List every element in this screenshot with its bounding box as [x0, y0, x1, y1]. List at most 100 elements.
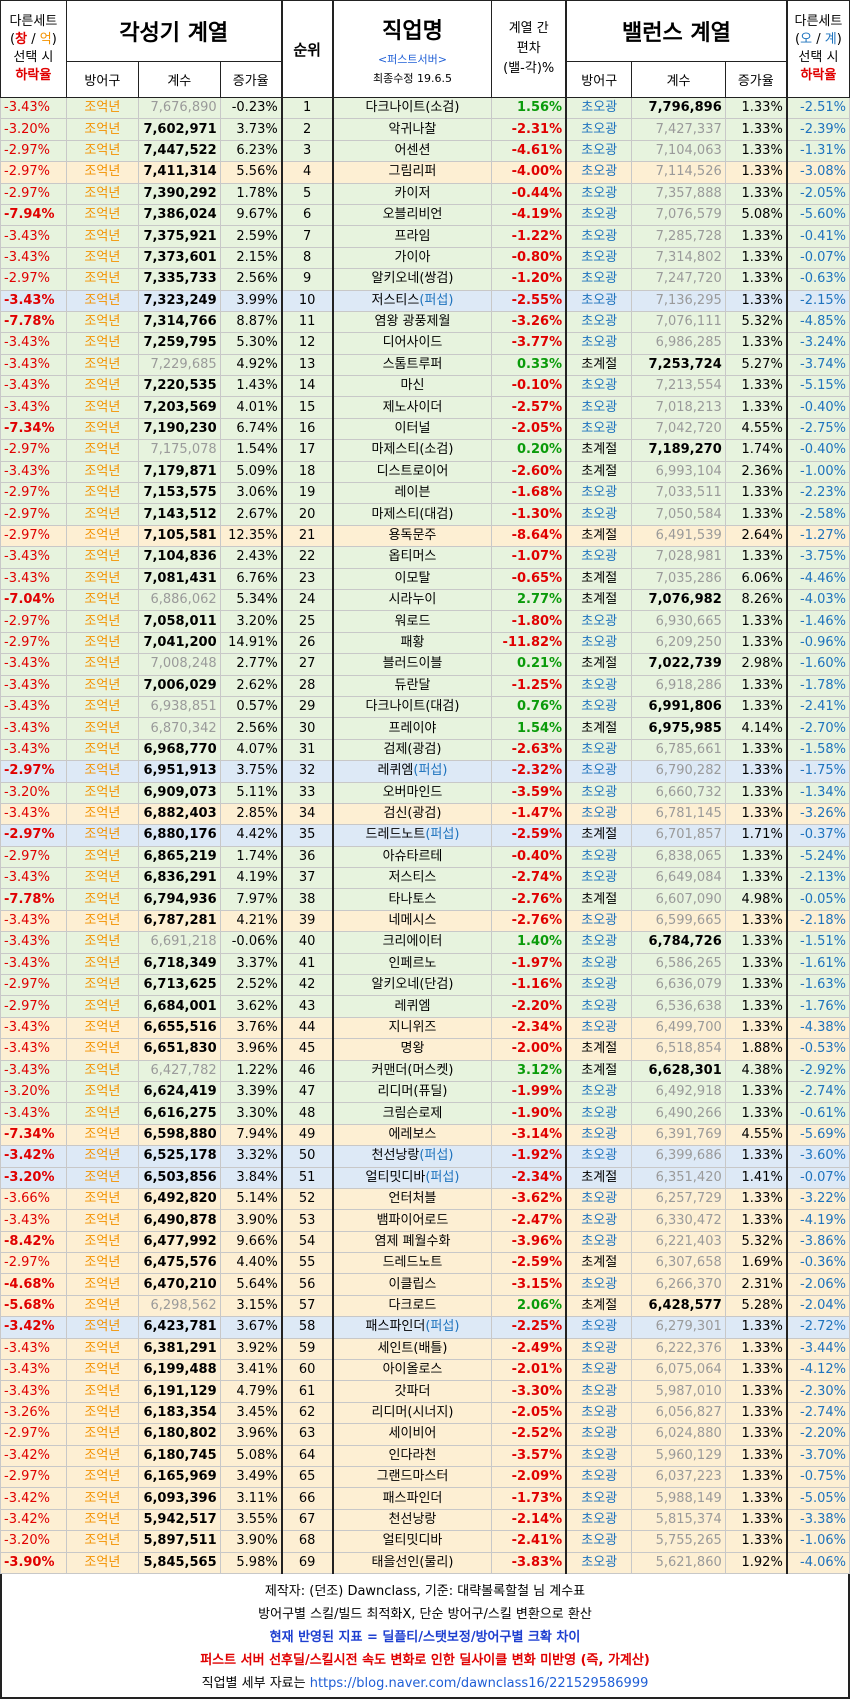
awaken-drop-rate: -3.43% [0, 460, 67, 484]
job-name: 어센션 [332, 139, 493, 163]
balance-drop-rate: -1.76% [785, 995, 850, 1018]
table-row: -3.42% 조억년 6,525,178 3.32% 50 천선낭랑(퍼섭) -1.92% 초… [0, 1145, 850, 1168]
job-name: 옵티머스 [332, 546, 493, 569]
balance-drop-rate: -3.26% [785, 802, 850, 826]
awaken-drop-rate: -3.43% [0, 567, 67, 590]
deviation: -3.77% [491, 332, 568, 355]
balance-drop-rate: -1.27% [785, 524, 850, 548]
balance-drop-rate: -1.78% [785, 674, 850, 697]
awaken-rate: 5.11% [219, 781, 283, 804]
rank-number: 17 [280, 439, 334, 462]
awaken-coef: 6,836,291 [137, 867, 221, 890]
deviation: -1.30% [491, 503, 568, 526]
awaken-rate: 3.39% [219, 1080, 283, 1104]
awaken-armor: 조억년 [65, 268, 139, 291]
job-name: 저스티스 [332, 867, 493, 890]
awaken-coef: 7,375,921 [137, 225, 221, 248]
table-row: -3.26% 조억년 6,183,354 3.45% 62 리디머(시너지) -2.05% 초… [0, 1401, 850, 1425]
blog-link[interactable]: https://blog.naver.com/dawnclass16/22152… [309, 1675, 649, 1691]
awaken-rate: 5.08% [219, 1444, 283, 1468]
balance-armor: 초오광 [565, 781, 633, 804]
balance-drop-rate: -1.61% [785, 952, 850, 976]
awaken-coef: 6,298,562 [137, 1294, 221, 1318]
deviation: -0.10% [491, 375, 568, 398]
awaken-rate: 3.06% [219, 482, 283, 505]
balance-rate: 1.33% [724, 332, 788, 355]
rank-number: 40 [280, 931, 334, 954]
awaken-armor: 조억년 [65, 1359, 139, 1382]
awaken-rate: 5.98% [219, 1551, 283, 1574]
job-name: 인다라천 [332, 1444, 493, 1468]
deviation: -3.14% [491, 1123, 568, 1147]
rank-number: 22 [280, 546, 334, 569]
awaken-armor: 조억년 [65, 952, 139, 976]
job-name: 세인트(배틀) [332, 1337, 493, 1361]
awaken-armor: 조억년 [65, 546, 139, 569]
balance-drop-rate: -2.74% [785, 1401, 850, 1425]
table-row: -3.43% 조억년 7,676,890 -0.23% 1 다크나이트(소검) 1.56% 초… [0, 96, 850, 120]
table-row: -3.20% 조억년 6,503,856 3.84% 51 얼티밋디바(퍼섭) -2.34%… [0, 1166, 850, 1189]
awaken-drop-rate: -3.43% [0, 353, 67, 377]
awaken-rate: 4.21% [219, 909, 283, 933]
balance-rate: 1.33% [724, 503, 788, 526]
table-row: -2.97% 조억년 7,411,314 5.56% 4 그림리퍼 -4.00% 초오광 7,1… [0, 161, 850, 184]
rank-number: 54 [280, 1230, 334, 1254]
job-name: 그랜드마스터 [332, 1465, 493, 1489]
rank-number: 41 [280, 952, 334, 976]
balance-rate: 1.33% [724, 631, 788, 655]
rank-number: 36 [280, 845, 334, 869]
balance-armor: 초오광 [565, 332, 633, 355]
awaken-rate: 4.42% [219, 824, 283, 847]
deviation: -4.61% [491, 139, 568, 163]
rank-number: 2 [280, 118, 334, 141]
awaken-drop-rate: -2.97% [0, 1423, 67, 1446]
awaken-rate: 3.76% [219, 1016, 283, 1040]
rank-number: 31 [280, 738, 334, 762]
awaken-armor: 조억년 [65, 1080, 139, 1104]
awaken-drop-rate: -3.43% [0, 375, 67, 398]
balance-armor: 초오광 [565, 995, 633, 1018]
balance-drop-rate: -4.46% [785, 567, 850, 590]
job-name: 드레드노트 [332, 1252, 493, 1275]
job-name: 다크나이트(대검) [332, 695, 493, 719]
awaken-rate: 3.20% [219, 610, 283, 633]
awaken-rate: 0.57% [219, 695, 283, 719]
balance-coef: 6,628,301 [631, 1059, 726, 1082]
balance-coef: 6,838,065 [631, 845, 726, 869]
job-name: 레퀴엠 [332, 995, 493, 1018]
awaken-coef: 6,938,851 [137, 695, 221, 719]
awaken-armor: 조억년 [65, 246, 139, 270]
balance-coef: 7,104,063 [631, 139, 726, 163]
job-name: 워로드 [332, 610, 493, 633]
job-name: 블러드이블 [332, 653, 493, 676]
balance-coef: 7,114,526 [631, 161, 726, 184]
balance-coef: 5,988,149 [631, 1487, 726, 1510]
rank-number: 38 [280, 888, 334, 911]
table-row: -3.43% 조억년 7,081,431 6.76% 23 이모탈 -0.65% 초계절 7,0… [0, 567, 850, 590]
awaken-coef: 7,105,581 [137, 524, 221, 548]
footer-link-line: 직업별 세부 자료는 https://blog.naver.com/dawncl… [201, 1675, 649, 1691]
balance-drop-rate: -2.05% [785, 182, 850, 205]
rank-number: 59 [280, 1337, 334, 1361]
awaken-rate: -0.06% [219, 931, 283, 954]
balance-rate: 1.33% [724, 845, 788, 869]
deviation: -2.52% [491, 1423, 568, 1446]
job-name: 에레보스 [332, 1123, 493, 1147]
balance-coef: 6,986,285 [631, 332, 726, 355]
awaken-armor: 조억년 [65, 1123, 139, 1147]
balance-drop-rate: -1.46% [785, 610, 850, 633]
awaken-rate: 12.35% [219, 524, 283, 548]
balance-armor: 초오광 [565, 1423, 633, 1446]
balance-armor: 초계절 [565, 567, 633, 590]
deviation: -1.47% [491, 802, 568, 826]
job-name: 제노사이더 [332, 396, 493, 419]
job-name: 패황 [332, 631, 493, 655]
balance-drop-rate: -0.53% [785, 1038, 850, 1061]
balance-armor: 초오광 [565, 1380, 633, 1403]
awaken-drop-rate: -3.43% [0, 1337, 67, 1361]
awaken-drop-rate: -3.43% [0, 1359, 67, 1382]
awaken-coef: 6,598,880 [137, 1123, 221, 1147]
awaken-armor: 조억년 [65, 1530, 139, 1553]
awaken-coef: 7,006,029 [137, 674, 221, 697]
awaken-coef: 7,259,795 [137, 332, 221, 355]
